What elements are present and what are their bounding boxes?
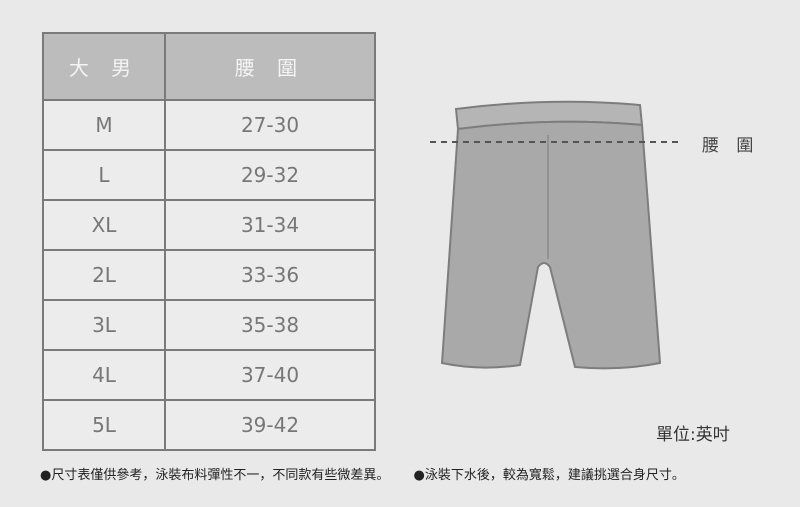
table-row: 5L 39-42	[42, 399, 376, 451]
table-row: L 29-32	[42, 149, 376, 201]
notes: ●尺寸表僅供參考，泳裝布料彈性不一，不同款有些微差異。 ●泳裝下水後，較為寬鬆，…	[40, 464, 705, 483]
waist-cell: 33-36	[164, 249, 376, 301]
waist-cell: 39-42	[164, 399, 376, 451]
waist-cell: 37-40	[164, 349, 376, 401]
unit-label: 單位:英吋	[656, 425, 730, 445]
size-cell: 5L	[42, 399, 166, 451]
size-cell: L	[42, 149, 166, 201]
table-row: 3L 35-38	[42, 299, 376, 351]
note-2: ●泳裝下水後，較為寬鬆，建議挑選合身尺寸。	[413, 468, 685, 483]
size-cell: 3L	[42, 299, 166, 351]
size-table: 大 男 腰 圍 M 27-30 L 29-32 XL 31-34 2L 33-36 3L 35-3…	[42, 32, 376, 451]
waist-cell: 35-38	[164, 299, 376, 351]
shorts-illustration-icon	[430, 100, 680, 370]
waist-cell: 29-32	[164, 149, 376, 201]
waist-cell: 31-34	[164, 199, 376, 251]
size-cell: XL	[42, 199, 166, 251]
size-cell: 2L	[42, 249, 166, 301]
size-cell: M	[42, 99, 166, 151]
waist-label: 腰 圍	[702, 136, 760, 156]
table-row: M 27-30	[42, 99, 376, 151]
table-row: XL 31-34	[42, 199, 376, 251]
note-1: ●尺寸表僅供參考，泳裝布料彈性不一，不同款有些微差異。	[40, 468, 390, 483]
header-waist: 腰 圍	[164, 32, 376, 101]
size-cell: 4L	[42, 349, 166, 401]
waist-cell: 27-30	[164, 99, 376, 151]
header-size: 大 男	[42, 32, 166, 101]
table-row: 4L 37-40	[42, 349, 376, 401]
table-row: 2L 33-36	[42, 249, 376, 301]
